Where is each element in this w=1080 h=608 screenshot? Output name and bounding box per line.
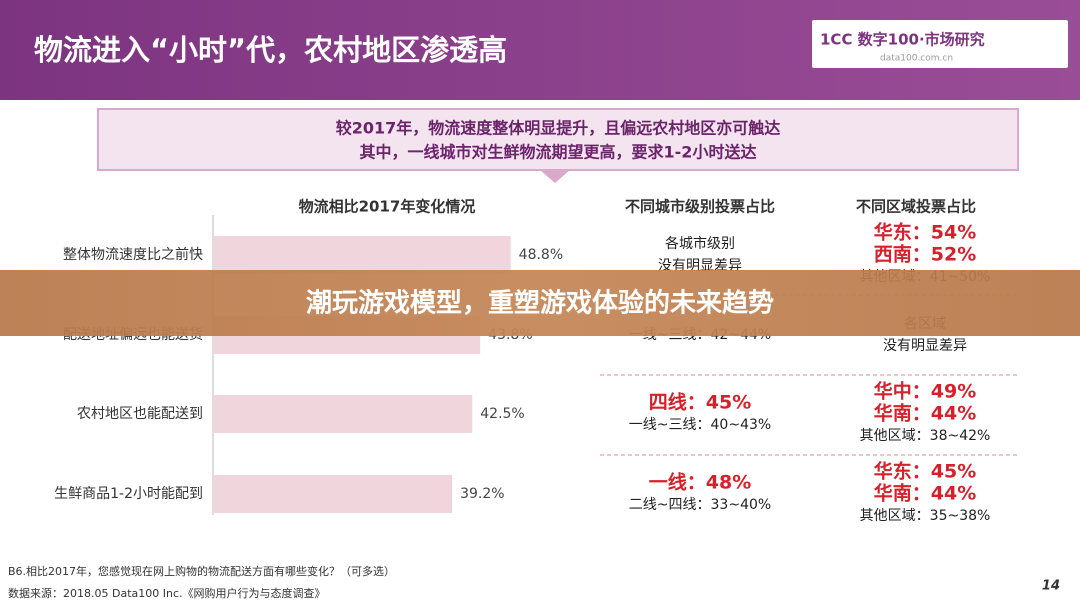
table-cell: 二线~四线：33~40% <box>629 497 771 513</box>
table-cell: 华南：44% <box>874 482 976 505</box>
value-label: 39.2% <box>460 486 504 502</box>
value-label: 42.5% <box>480 406 524 422</box>
callout-line: 较2017年，物流速度整体明显提升，且偏远农村地区亦可触达 <box>336 119 781 138</box>
table-cell: 一线：48% <box>649 471 751 494</box>
category-label: 生鲜商品1-2小时能配到 <box>54 486 203 502</box>
table-cell: 各城市级别 <box>665 235 735 252</box>
chart-title: 物流相比2017年变化情况 <box>299 198 476 216</box>
logo-sub: data100.com.cn <box>880 54 953 64</box>
category-label: 整体物流速度比之前快 <box>63 246 203 263</box>
table-cell: 其他区域：35~38% <box>860 508 991 524</box>
table-cell: 其他区域：38~42% <box>860 428 991 444</box>
logo-box <box>812 20 1068 68</box>
table-cell: 西南：52% <box>874 244 976 266</box>
table-cell: 华南：44% <box>874 402 976 425</box>
table-cell: 没有明显差异 <box>883 338 967 354</box>
category-label: 农村地区也能配送到 <box>77 406 203 422</box>
table-cell: 华东：45% <box>874 460 976 483</box>
bar <box>213 475 453 513</box>
table-cell: 一线~三线：40~43% <box>629 417 771 433</box>
table-cell: 四线：45% <box>649 391 751 414</box>
page-number: 14 <box>1042 579 1060 594</box>
footer-question: B6.相比2017年，您感觉现在网上购物的物流配送方面有哪些变化？（可多选） <box>8 564 395 578</box>
callout-arrow <box>540 170 570 183</box>
column-header: 不同区域投票占比 <box>856 198 976 216</box>
table-cell: 华东：54% <box>874 221 976 244</box>
column-header: 不同城市级别投票占比 <box>625 198 775 216</box>
logo: 1CC 数字100·市场研究 <box>820 31 985 49</box>
footer-source: 数据来源：2018.05 Data100 Inc.《网购用户行为与态度调查》 <box>8 586 326 600</box>
banner <box>0 270 1080 336</box>
table-cell: 华中：49% <box>874 380 976 403</box>
bar <box>213 395 473 433</box>
callout-line: 其中，一线城市对生鲜物流期望更高，要求1-2小时送达 <box>360 143 757 162</box>
bar <box>213 236 511 274</box>
callout-box <box>97 108 1019 171</box>
header-title: 物流进入“小时”代，农村地区渗透高 <box>34 33 507 67</box>
banner-title: 潮玩游戏模型，重塑游戏体验的未来趋势 <box>306 288 774 319</box>
value-label: 48.8% <box>519 247 563 263</box>
